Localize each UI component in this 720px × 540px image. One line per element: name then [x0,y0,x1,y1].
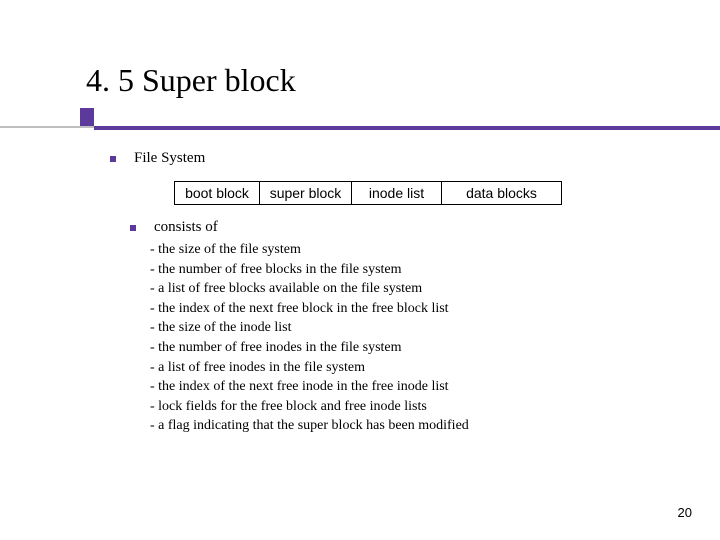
diagram-cell: data blocks [442,181,562,205]
list-item: - a list of free inodes in the file syst… [150,358,670,378]
slide-content: File System boot blocksuper blockinode l… [110,150,670,436]
list-item: - lock fields for the free block and fre… [150,397,670,417]
page-number: 20 [678,505,692,520]
bullet-item: consists of [130,219,670,236]
list-item: - the size of the file system [150,240,670,260]
list-item: - the index of the next free inode in th… [150,377,670,397]
list-item: - the number of free blocks in the file … [150,260,670,280]
bullet-text: File System [134,150,205,167]
diagram-cell: super block [260,181,352,205]
bullet-item: File System [110,150,670,167]
list-item: - the size of the inode list [150,318,670,338]
block-diagram: boot blocksuper blockinode listdata bloc… [174,181,670,205]
list-item: - the number of free inodes in the file … [150,338,670,358]
list-item: - the index of the next free block in th… [150,299,670,319]
diagram-cell: boot block [174,181,260,205]
square-bullet-icon [130,225,136,231]
list-item: - a flag indicating that the super block… [150,416,670,436]
slide-title: 4. 5 Super block [86,62,296,99]
bullet-text: consists of [154,219,218,236]
consists-of-list: - the size of the file system- the numbe… [150,240,670,436]
diagram-cell: inode list [352,181,442,205]
square-bullet-icon [110,156,116,162]
list-item: - a list of free blocks available on the… [150,279,670,299]
